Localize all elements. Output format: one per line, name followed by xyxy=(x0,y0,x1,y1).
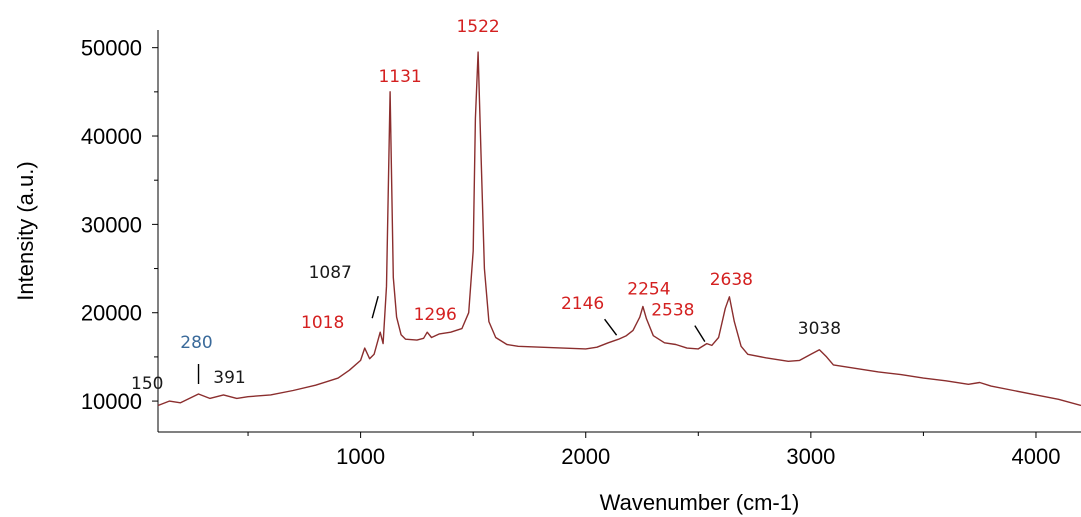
ticks xyxy=(152,47,1037,438)
y-tick-label: 30000 xyxy=(81,212,142,237)
x-axis-title: Wavenumber (cm-1) xyxy=(600,490,800,515)
x-tick-label: 4000 xyxy=(1011,444,1060,469)
y-tick-label: 50000 xyxy=(81,36,142,61)
peak-leader-line xyxy=(604,318,618,336)
y-tick-label: 20000 xyxy=(81,301,142,326)
x-tick-label: 3000 xyxy=(786,444,835,469)
peak-label: 150 xyxy=(131,374,163,394)
peak-label: 1296 xyxy=(414,305,457,325)
y-tick-label: 10000 xyxy=(81,389,142,414)
peak-label: 2254 xyxy=(627,280,670,300)
peak-label: 2638 xyxy=(710,270,753,290)
peak-leader-line xyxy=(694,325,706,343)
peak-label: 391 xyxy=(213,368,245,388)
tick-labels: 1000 2000 3000 4000 10000 20000 30000 40000 5000… xyxy=(81,36,1061,469)
x-tick-label: 1000 xyxy=(336,444,385,469)
y-axis-title: Intensity (a.u.) xyxy=(13,161,38,300)
y-tick-label: 40000 xyxy=(81,124,142,149)
peak-label: 2146 xyxy=(561,294,604,314)
axes xyxy=(157,30,1081,433)
peak-label: 1087 xyxy=(309,263,352,283)
peak-label: 1018 xyxy=(301,313,344,333)
peak-leader-line xyxy=(371,295,379,319)
x-tick-label: 2000 xyxy=(561,444,610,469)
peak-label: 280 xyxy=(180,333,212,353)
peak-label: 1522 xyxy=(456,17,499,37)
peak-label: 2538 xyxy=(651,301,694,321)
peak-label: 1131 xyxy=(378,67,421,87)
peak-label: 3038 xyxy=(798,319,841,339)
spectrum-line xyxy=(157,51,1081,407)
